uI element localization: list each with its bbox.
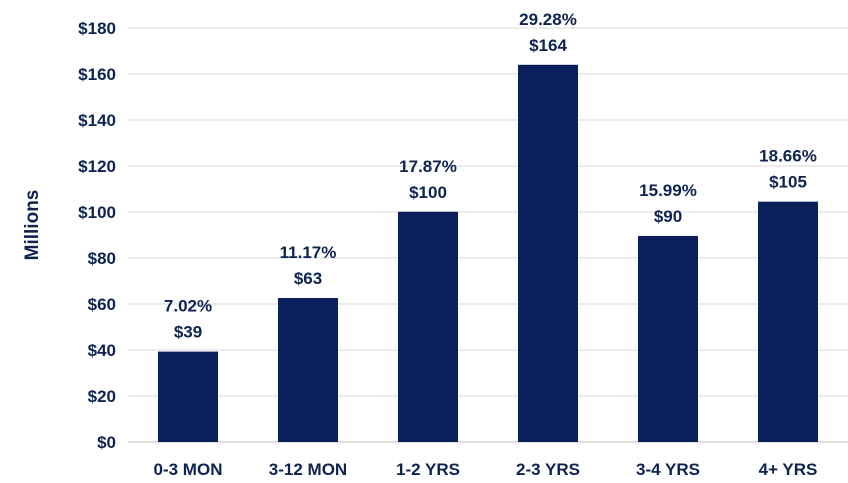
y-axis-title: Millions — [22, 190, 43, 261]
y-tick-label: $60 — [88, 295, 116, 314]
percent-label: 11.17% — [280, 243, 337, 262]
x-category-label: 3-12 MON — [269, 460, 347, 479]
bar — [278, 298, 338, 442]
bar — [398, 211, 458, 442]
gridlines — [128, 27, 848, 443]
y-tick-label: $20 — [88, 387, 116, 406]
bar — [638, 235, 698, 442]
percent-label: 15.99% — [639, 181, 697, 200]
data-labels: 7.02% $39 11.17% $63 17.87% $100 29.28% $164 15.… — [164, 10, 817, 342]
x-category-label: 0-3 MON — [154, 460, 223, 479]
x-category-label: 4+ YRS — [759, 460, 818, 479]
y-tick-label: $0 — [97, 433, 116, 452]
percent-label: 17.87% — [399, 157, 457, 176]
bars — [158, 64, 818, 443]
value-label: $164 — [529, 36, 567, 55]
y-tick-label: $40 — [88, 341, 116, 360]
percent-label: 29.28% — [519, 10, 577, 29]
y-tick-label: $140 — [78, 111, 116, 130]
x-category-label: 2-3 YRS — [516, 460, 580, 479]
y-axis-tick-labels: $0 $20 $40 $60 $80 $100 $120 $140 $160 $180 — [78, 19, 116, 452]
y-tick-label: $120 — [78, 157, 116, 176]
x-category-label: 1-2 YRS — [396, 460, 460, 479]
y-tick-label: $180 — [78, 19, 116, 38]
x-axis-category-labels: 0-3 MON 3-12 MON 1-2 YRS 2-3 YRS 3-4 YRS 4+ Y… — [154, 460, 818, 479]
bar — [158, 351, 218, 442]
y-tick-label: $160 — [78, 65, 116, 84]
y-tick-label: $100 — [78, 203, 116, 222]
bar — [758, 201, 818, 442]
percent-label: 7.02% — [164, 297, 212, 316]
value-label: $63 — [294, 269, 322, 288]
value-label: $105 — [769, 173, 807, 192]
bar — [518, 64, 578, 443]
value-label: $90 — [654, 207, 682, 226]
x-category-label: 3-4 YRS — [636, 460, 700, 479]
y-tick-label: $80 — [88, 249, 116, 268]
value-label: $39 — [174, 323, 202, 342]
value-label: $100 — [409, 183, 447, 202]
percent-label: 18.66% — [759, 147, 817, 166]
